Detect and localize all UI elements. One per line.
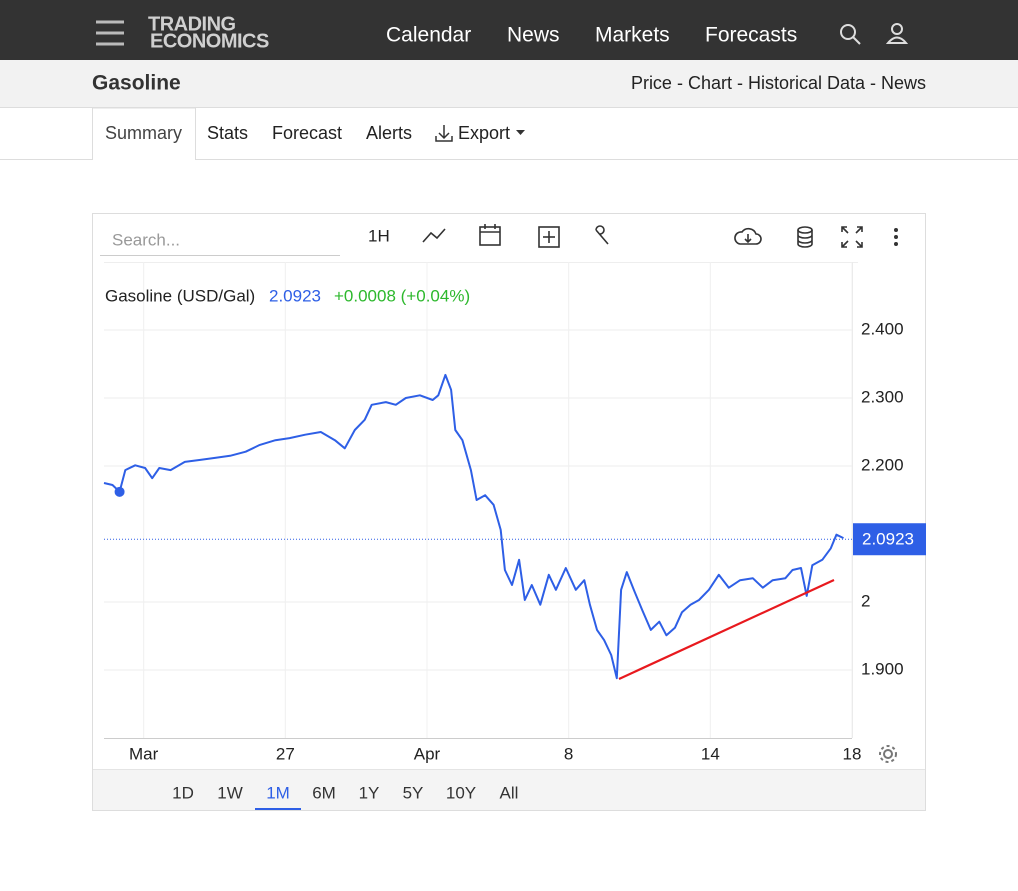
nav-link[interactable]: Forecasts xyxy=(705,24,797,47)
calendar-button[interactable] xyxy=(479,224,501,246)
interval-button[interactable]: 1H xyxy=(368,226,390,245)
top-bar xyxy=(0,0,1018,60)
range-button[interactable]: 5Y xyxy=(403,783,424,802)
axes: 1.900 2 2.200 2.300 2.400 Mar 27 Apr 8 14 18 2.0923 xyxy=(129,319,926,763)
search-input[interactable]: Search... xyxy=(112,230,180,249)
tab[interactable]: Summary xyxy=(105,123,182,143)
x-tick-label: 18 xyxy=(843,744,862,763)
search-button[interactable] xyxy=(840,24,861,45)
range-bar xyxy=(93,769,925,810)
download-button[interactable] xyxy=(734,227,762,245)
active-tab xyxy=(92,107,196,160)
tab[interactable]: Stats xyxy=(207,123,248,143)
subheader-links[interactable]: Price - Chart - Historical Data - News xyxy=(631,73,926,93)
menu-button[interactable] xyxy=(96,20,124,46)
legend-series-name: Gasoline (USD/Gal) xyxy=(105,286,255,305)
tab[interactable]: Forecast xyxy=(272,123,342,143)
y-tick-label: 2.300 xyxy=(861,387,904,406)
last-price-badge xyxy=(853,523,926,556)
export-icon[interactable] xyxy=(435,125,453,142)
range-button[interactable]: All xyxy=(500,783,519,802)
fullscreen-button[interactable] xyxy=(841,226,863,248)
tab-gap xyxy=(93,155,195,161)
chart-panel xyxy=(92,213,926,811)
y-tick-label: 2 xyxy=(861,591,870,610)
range-button[interactable]: 1D xyxy=(172,783,194,802)
x-tick-label: 8 xyxy=(564,744,573,763)
logo[interactable]: ECONOMICS xyxy=(150,30,270,52)
y-tick-label: 1.900 xyxy=(861,659,904,678)
page-title: Gasoline xyxy=(92,72,181,95)
dropdown-caret[interactable] xyxy=(516,130,525,135)
last-price-label: 2.0923 xyxy=(862,530,914,549)
x-tick-label: Mar xyxy=(129,744,159,763)
y-tick-label: 2.200 xyxy=(861,455,904,474)
account-button[interactable] xyxy=(885,23,909,44)
grid xyxy=(104,262,853,738)
plot xyxy=(103,373,852,680)
legend-change: +0.0008 (+0.04%) xyxy=(334,286,470,305)
tools-button[interactable] xyxy=(595,225,609,245)
chart-type-button[interactable] xyxy=(422,228,446,243)
range-button[interactable]: 1M xyxy=(266,783,290,802)
legend-last-value: 2.0923 xyxy=(269,286,321,305)
price-line xyxy=(103,373,844,680)
add-indicator-button[interactable] xyxy=(538,226,560,248)
range-button[interactable]: 6M xyxy=(312,783,336,802)
nav-link[interactable]: Markets xyxy=(595,24,670,47)
x-tick-label: Apr xyxy=(414,744,441,763)
x-tick-label: 27 xyxy=(276,744,295,763)
range-buttons: 1D 1W 1M 6M 1Y 5Y 10Y All xyxy=(172,783,519,810)
tab[interactable]: Export xyxy=(458,123,510,143)
tab[interactable]: Alerts xyxy=(366,123,412,143)
trend-line-drawing[interactable] xyxy=(618,579,835,680)
nav-link[interactable]: Calendar xyxy=(386,24,471,47)
logo[interactable]: TRADING xyxy=(148,13,236,35)
point-marker xyxy=(114,486,125,497)
range-button[interactable]: 1W xyxy=(217,783,243,802)
settings-button[interactable] xyxy=(879,745,897,763)
range-button[interactable]: 10Y xyxy=(446,783,476,802)
x-tick-label: 14 xyxy=(701,744,720,763)
y-tick-label: 2.400 xyxy=(861,319,904,338)
more-button[interactable] xyxy=(894,228,898,246)
subheader xyxy=(0,60,1018,107)
range-button[interactable]: 1Y xyxy=(359,783,380,802)
database-button[interactable] xyxy=(797,226,813,248)
nav-link[interactable]: News xyxy=(507,24,560,47)
